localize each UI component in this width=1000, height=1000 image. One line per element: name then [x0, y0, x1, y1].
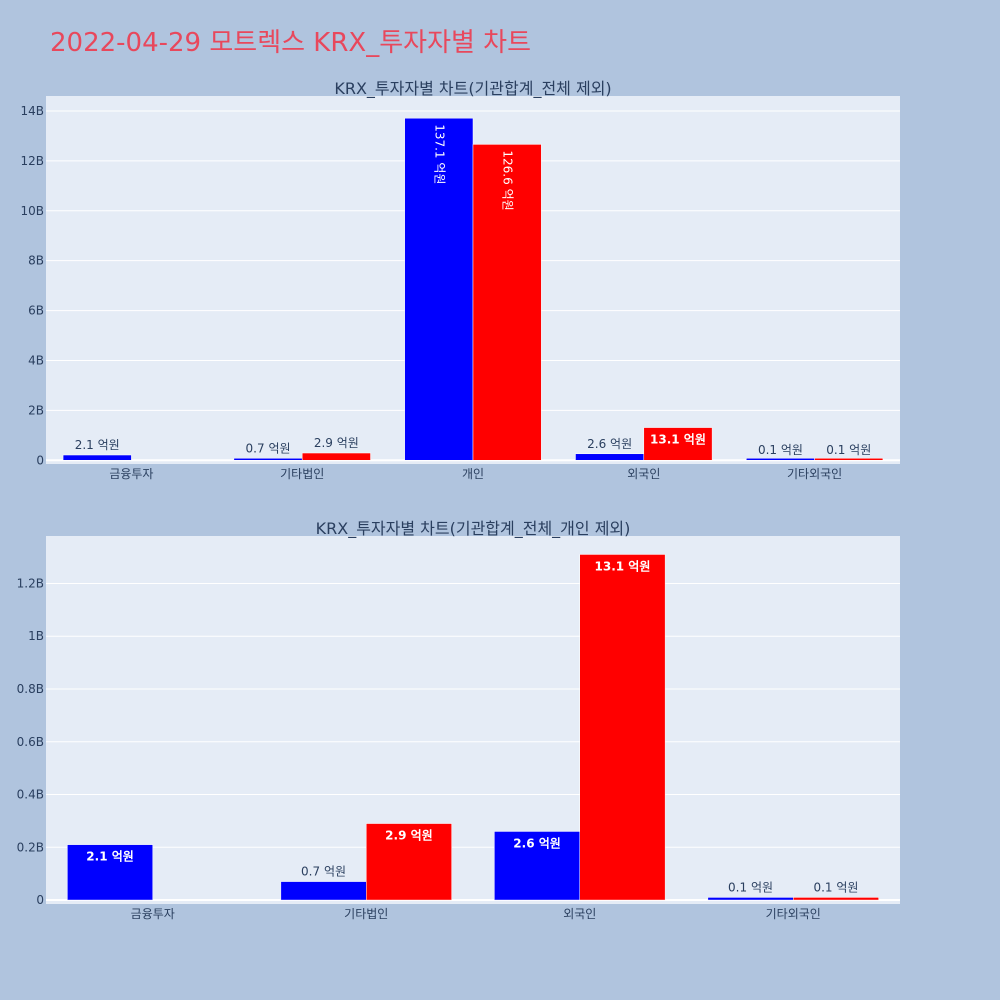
data-label: 2.6 억원 — [587, 437, 632, 451]
bar — [280, 881, 367, 901]
y-tick-label: 0.6B — [17, 735, 44, 749]
page-title: 2022-04-29 모트렉스 KRX_투자자별 차트 — [50, 28, 532, 58]
x-tick-label: 기타법인 — [344, 907, 388, 921]
chart-krx-including-individual: KRX_투자자별 차트(기관합계_전체 제외) 0 2B 4B 6B 8B 10B 12B 14… — [20, 79, 900, 481]
bar — [746, 458, 815, 461]
x-tick-label: 금융투자 — [131, 907, 175, 921]
data-label: 2.1 억원 — [86, 850, 134, 864]
y-tick-label: 0 — [36, 893, 44, 907]
bar — [814, 458, 884, 461]
y-tick-label: 4B — [28, 353, 44, 367]
data-label: 2.6 억원 — [513, 836, 561, 850]
y-tick-label: 1B — [28, 629, 44, 643]
data-label: 13.1 억원 — [595, 559, 651, 573]
data-label: 0.1 억원 — [728, 880, 773, 894]
bar — [707, 897, 794, 901]
bar — [233, 458, 303, 461]
x-tick-label: 외국인 — [627, 467, 660, 481]
y-tick-label: 1.2B — [17, 576, 44, 590]
bar — [643, 427, 713, 461]
bar — [67, 844, 153, 901]
bar — [579, 554, 666, 901]
chart-title: KRX_투자자별 차트(기관합계_전체_개인 제외) — [316, 519, 631, 539]
x-tick-label: 기타외국인 — [766, 907, 821, 921]
y-tick-label: 14B — [20, 104, 44, 118]
bar — [575, 453, 645, 461]
data-label: 126.6 억원 — [501, 150, 515, 210]
y-tick-label: 0.2B — [17, 840, 44, 854]
data-label: 0.7 억원 — [301, 865, 346, 879]
y-tick-label: 0 — [36, 453, 44, 467]
bar — [404, 117, 474, 461]
y-tick-label: 2B — [28, 403, 44, 417]
data-label: 2.9 억원 — [314, 436, 359, 450]
data-label: 0.1 억원 — [826, 443, 871, 457]
data-label: 0.7 억원 — [246, 442, 291, 456]
bar — [494, 831, 581, 901]
y-tick-label: 0.8B — [17, 682, 44, 696]
bar — [366, 823, 452, 901]
bar — [472, 144, 542, 461]
x-tick-label: 개인 — [462, 467, 484, 481]
plot-area — [46, 536, 900, 904]
bar — [793, 897, 879, 901]
x-tick-label: 기타외국인 — [787, 467, 842, 481]
data-label: 2.1 억원 — [75, 438, 120, 452]
data-label: 0.1 억원 — [813, 880, 858, 894]
y-tick-label: 10B — [20, 204, 44, 218]
bar — [62, 454, 132, 461]
data-label: 137.1 억원 — [432, 124, 446, 184]
data-label: 0.1 억원 — [758, 443, 803, 457]
data-label: 2.9 억원 — [385, 829, 433, 843]
chart-krx-excluding-individual: KRX_투자자별 차트(기관합계_전체_개인 제외) 0 0.2B 0.4B 0.6B 0… — [17, 519, 900, 921]
y-tick-label: 8B — [28, 254, 44, 268]
x-tick-label: 금융투자 — [109, 467, 153, 481]
y-tick-label: 6B — [28, 304, 44, 318]
y-tick-label: 12B — [20, 154, 44, 168]
x-tick-label: 외국인 — [563, 907, 596, 921]
bar — [301, 452, 371, 461]
chart-title: KRX_투자자별 차트(기관합계_전체 제외) — [334, 79, 611, 99]
y-tick-label: 0.4B — [17, 788, 44, 802]
data-label: 13.1 억원 — [650, 433, 706, 447]
x-tick-label: 기타법인 — [280, 467, 324, 481]
